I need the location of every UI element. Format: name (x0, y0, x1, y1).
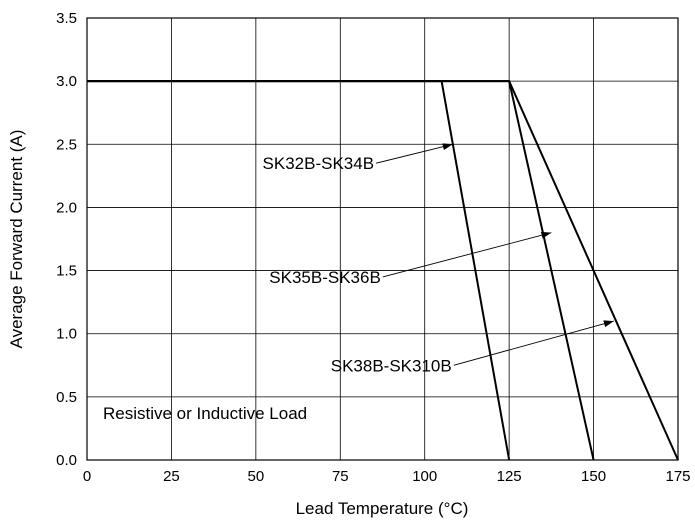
tick-labels: 0 25 50 75 100 125 150 175 0.0 0.5 1.0 1.5 2.0 2.5 3.0… (56, 10, 690, 485)
series-arrow-1 (375, 143, 453, 164)
load-note: Resistive or Inductive Load (103, 404, 307, 423)
x-axis-label: Lead Temperature (°C) (296, 499, 469, 518)
series-group (87, 80, 679, 461)
plot-background (87, 18, 678, 460)
x-tick-label: 175 (665, 468, 690, 485)
y-axis-label: Average Forward Current (A) (7, 130, 26, 349)
series-label-1: SK32B-SK34B (263, 154, 375, 173)
y-tick-label: 3.0 (56, 73, 77, 90)
series-label-2: SK35B-SK36B (269, 268, 381, 287)
x-tick-label: 75 (332, 468, 349, 485)
x-tick-label: 50 (248, 468, 265, 485)
series-arrow-2 (382, 231, 552, 278)
y-tick-label: 1.5 (56, 263, 77, 280)
annotations: SK32B-SK34B SK35B-SK36B SK38B-SK310B (263, 143, 614, 375)
y-tick-label: 0.0 (56, 452, 77, 469)
x-tick-label: 150 (581, 468, 606, 485)
x-tick-label: 125 (497, 468, 522, 485)
y-tick-label: 1.0 (56, 326, 77, 343)
series-line-3 (87, 80, 679, 461)
series-label-3: SK38B-SK310B (331, 356, 452, 375)
x-tick-label: 25 (163, 468, 180, 485)
y-tick-label: 3.5 (56, 10, 77, 27)
y-tick-label: 2.0 (56, 199, 77, 216)
x-tick-label: 0 (83, 468, 91, 485)
y-tick-label: 2.5 (56, 136, 77, 153)
series-arrow-3 (453, 320, 614, 366)
y-tick-label: 0.5 (56, 389, 77, 406)
x-tick-label: 100 (412, 468, 437, 485)
plot-frame (86, 17, 679, 461)
